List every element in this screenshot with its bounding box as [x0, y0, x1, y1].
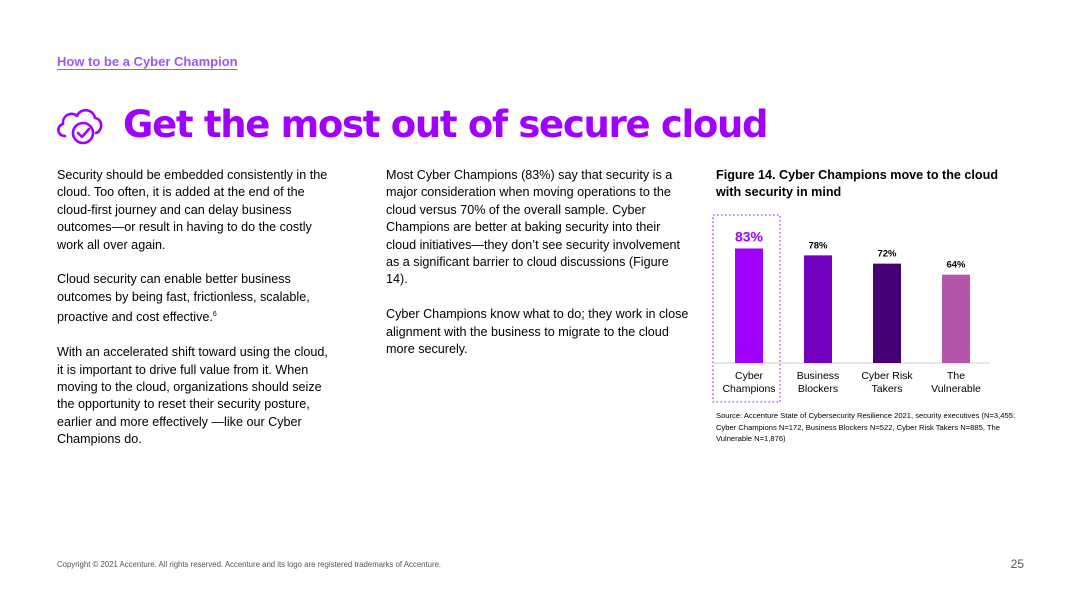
section-link[interactable]: How to be a Cyber Champion	[57, 54, 238, 69]
footer-copyright: Copyright © 2021 Accenture. All rights r…	[57, 560, 442, 569]
bar-3	[942, 274, 970, 363]
page-number: 25	[1010, 557, 1024, 571]
bar-1	[804, 255, 832, 363]
paragraph: Cyber Champions know what to do; they wo…	[386, 307, 689, 357]
tick-label-1-0: Business	[797, 370, 840, 382]
paragraph: Security should be embedded consistently…	[57, 168, 328, 252]
cloud-check-icon	[57, 108, 103, 145]
body-column-middle: Most Cyber Champions (83%) say that secu…	[386, 167, 691, 376]
tick-label-0-1: Champions	[722, 383, 775, 395]
tick-label-1-1: Blockers	[798, 383, 838, 395]
tick-label-2-1: Takers	[872, 383, 903, 395]
body-column-left: Security should be embedded consistently…	[57, 167, 335, 466]
tick-label-3-0: The	[947, 370, 965, 382]
tick-label-3-1: Vulnerable	[931, 383, 981, 395]
paragraph: With an accelerated shift toward using t…	[57, 345, 328, 447]
page-title: Get the most out of secure cloud	[123, 102, 769, 146]
title-row: Get the most out of secure cloud	[53, 100, 769, 148]
bar-0	[735, 248, 763, 363]
data-label-0: 83%	[735, 228, 764, 244]
paragraph: Cloud security can enable better busines…	[57, 271, 335, 326]
tick-label-0-0: Cyber	[735, 370, 764, 382]
paragraph-text: Cloud security can enable better busines…	[57, 272, 310, 325]
footnote-ref: 6	[212, 311, 217, 319]
bar-2	[873, 263, 901, 363]
tick-label-2-0: Cyber Risk	[861, 370, 913, 382]
figure-source: Source: Accenture State of Cybersecurity…	[716, 411, 1016, 443]
highlight-frame	[712, 214, 781, 403]
paragraph: Most Cyber Champions (83%) say that secu…	[386, 168, 680, 287]
data-label-2: 72%	[877, 249, 897, 260]
figure-title: Figure 14. Cyber Champions move to the c…	[716, 168, 999, 200]
data-label-3: 64%	[946, 260, 966, 271]
data-label-1: 78%	[808, 240, 828, 251]
